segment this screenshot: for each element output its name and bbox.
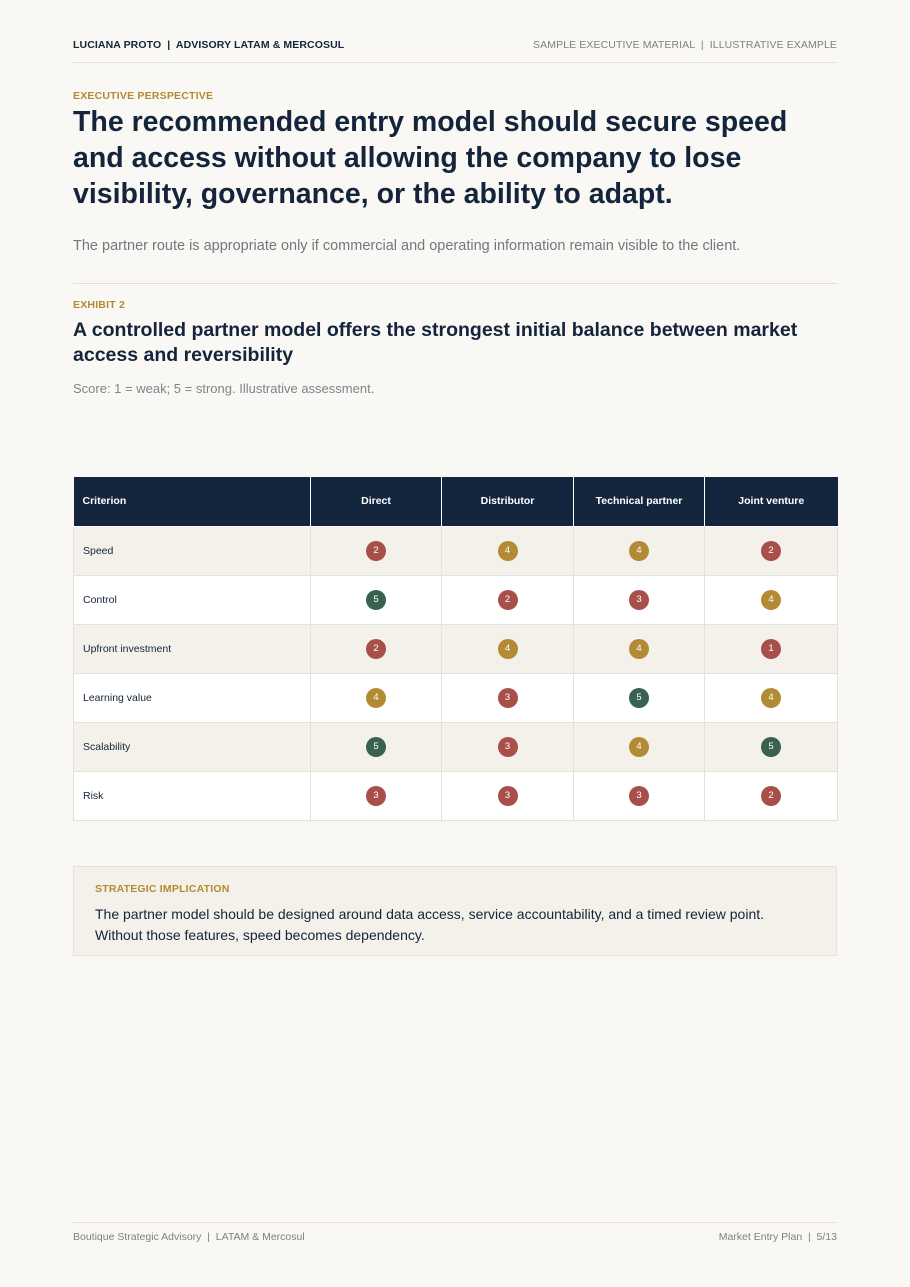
table-row: Scalability 5 3 4 5 (73, 721, 838, 772)
page-subline: The partner route is appropriate only if… (73, 238, 837, 284)
column-header: Direct (310, 477, 442, 527)
brand-line: LUCIANA PROTO | ADVISORY LATAM & MERCOSU… (73, 39, 345, 51)
score-cell: 4 (704, 672, 838, 723)
document-tag: SAMPLE EXECUTIVE MATERIAL | ILLUSTRATIVE… (533, 39, 837, 51)
score-cell: 2 (310, 525, 442, 576)
strategic-implication-box: STRATEGIC IMPLICATION The partner model … (73, 866, 837, 956)
score-cell: 4 (573, 721, 705, 772)
score-badge: 3 (366, 785, 386, 806)
score-cell: 1 (704, 623, 838, 674)
score-cell: 3 (441, 672, 574, 723)
score-cell: 4 (441, 623, 574, 674)
table-header-row: Criterion Direct Distributor Technical part… (73, 477, 838, 527)
score-badge: 4 (497, 638, 518, 659)
score-cell: 2 (441, 574, 574, 625)
score-cell: 2 (310, 623, 442, 674)
score-cell: 3 (573, 770, 705, 821)
score-cell: 3 (441, 721, 574, 772)
score-badge: 2 (366, 540, 386, 561)
column-header: Technical partner (573, 477, 705, 527)
score-badge: 4 (366, 687, 386, 708)
score-badge: 4 (629, 540, 649, 561)
score-badge: 5 (629, 687, 649, 708)
page-headline: The recommended entry model should secur… (73, 106, 788, 210)
column-header: Joint venture (704, 477, 838, 527)
criterion-cell: Scalability (73, 721, 311, 772)
score-badge: 2 (366, 638, 386, 659)
exhibit-eyebrow: EXHIBIT 2 (73, 299, 125, 311)
score-cell: 2 (704, 770, 838, 821)
score-badge: 2 (761, 785, 781, 806)
criterion-cell: Upfront investment (73, 623, 311, 674)
score-badge: 5 (366, 736, 386, 757)
score-badge: 4 (629, 736, 649, 757)
footer-right: Market Entry Plan | 5/13 (718, 1231, 837, 1243)
table-row: Speed 2 4 4 2 (73, 525, 838, 576)
criterion-cell: Speed (73, 525, 311, 576)
score-cell: 4 (573, 623, 705, 674)
score-cell: 3 (441, 770, 574, 821)
score-badge: 1 (761, 638, 781, 659)
score-badge: 3 (497, 785, 518, 806)
top-header: LUCIANA PROTO | ADVISORY LATAM & MERCOSU… (73, 39, 837, 63)
document-page: LUCIANA PROTO | ADVISORY LATAM & MERCOSU… (73, 0, 838, 1287)
table-row: Upfront investment 2 4 4 1 (73, 623, 838, 674)
score-badge: 4 (761, 589, 781, 610)
score-cell: 3 (310, 770, 442, 821)
page-footer: Boutique Strategic Advisory | LATAM & Me… (73, 1222, 837, 1243)
score-cell: 4 (573, 525, 705, 576)
score-cell: 5 (310, 721, 442, 772)
implication-text: The partner model should be designed aro… (95, 906, 765, 943)
score-badge: 2 (497, 589, 518, 610)
score-badge: 3 (629, 589, 649, 610)
score-cell: 5 (573, 672, 705, 723)
score-badge: 5 (366, 589, 386, 610)
criterion-cell: Risk (73, 770, 311, 821)
criterion-cell: Learning value (73, 672, 311, 723)
perspective-eyebrow: EXECUTIVE PERSPECTIVE (73, 90, 214, 102)
column-header: Distributor (441, 477, 574, 527)
table-row: Control 5 2 3 4 (73, 574, 838, 625)
table-row: Learning value 4 3 5 4 (73, 672, 838, 723)
footer-left: Boutique Strategic Advisory | LATAM & Me… (73, 1231, 305, 1243)
score-cell: 2 (704, 525, 838, 576)
score-badge: 3 (629, 785, 649, 806)
score-badge: 4 (497, 540, 518, 561)
score-cell: 4 (441, 525, 574, 576)
score-badge: 4 (761, 687, 781, 708)
scoring-table: Criterion Direct Distributor Technical part… (73, 477, 838, 821)
score-cell: 4 (704, 574, 838, 625)
score-badge: 4 (629, 638, 649, 659)
column-header: Criterion (73, 477, 311, 527)
score-cell: 5 (704, 721, 838, 772)
score-badge: 5 (761, 736, 781, 757)
score-cell: 3 (573, 574, 705, 625)
exhibit-note: Score: 1 = weak; 5 = strong. Illustrativ… (73, 381, 375, 396)
exhibit-title: A controlled partner model offers the st… (73, 319, 798, 366)
score-cell: 4 (310, 672, 442, 723)
score-badge: 3 (497, 736, 518, 757)
score-badge: 3 (497, 687, 518, 708)
score-badge: 2 (761, 540, 781, 561)
implication-eyebrow: STRATEGIC IMPLICATION (95, 883, 230, 895)
table-body: Speed 2 4 4 2 Control 5 2 3 4 Upfront investment 2 4… (73, 525, 838, 821)
table-row: Risk 3 3 3 2 (73, 770, 838, 821)
score-cell: 5 (310, 574, 442, 625)
criterion-cell: Control (73, 574, 311, 625)
